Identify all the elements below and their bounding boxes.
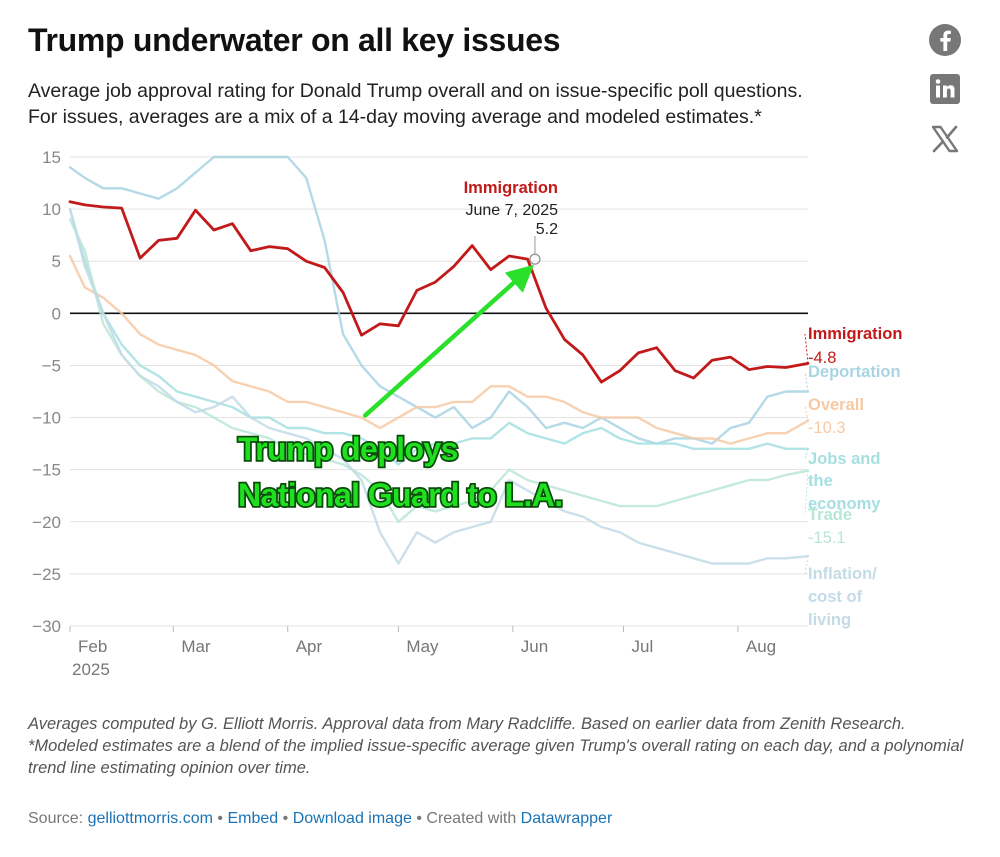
series-line-immigration <box>68 200 810 384</box>
annotation-arrow <box>362 264 534 418</box>
end-value-overall: -10.3 <box>808 419 846 437</box>
x-tick-label: May <box>406 637 439 656</box>
end-label-connector <box>804 470 809 516</box>
source-separator: • <box>416 810 422 827</box>
facebook-share-button[interactable] <box>928 23 962 57</box>
notes-line-1: Averages computed by G. Elliott Morris. … <box>28 715 906 733</box>
notes-line-2: *Modeled estimates are a blend of the im… <box>28 737 964 777</box>
download-image-link[interactable]: Download image <box>292 810 412 827</box>
end-label-connector <box>804 556 809 575</box>
created-with-label: Created with <box>426 810 517 827</box>
end-label-immigration: Immigration <box>808 325 902 343</box>
end-label-connector <box>804 371 809 392</box>
y-tick-label: −5 <box>42 356 61 375</box>
callout-title: Immigration <box>464 179 558 197</box>
x-share-button[interactable] <box>928 122 962 156</box>
end-label-inflation-cost-of-living: cost of <box>808 588 863 606</box>
series-line-jobs-and-the-economy <box>68 207 810 466</box>
embed-link[interactable]: Embed <box>227 810 279 827</box>
end-label-trade: Trade <box>808 506 852 524</box>
source-separator: • <box>282 810 289 827</box>
x-tick-label: Jun <box>521 637 548 656</box>
callout-value: 5.2 <box>536 221 558 238</box>
annotation-text-line-2: National Guard to L.A. <box>238 477 563 513</box>
end-label-overall: Overall <box>808 396 864 414</box>
end-label-jobs-and-the-economy: Jobs and <box>808 450 880 468</box>
y-tick-label: 15 <box>42 148 61 167</box>
datawrapper-link[interactable]: Datawrapper <box>520 810 613 827</box>
end-label-connector <box>804 448 809 460</box>
source-separator: • <box>217 810 224 827</box>
end-value-trade: -15.1 <box>808 529 846 547</box>
chart-title: Trump underwater on all key issues <box>28 22 561 58</box>
end-label-jobs-and-the-economy: the <box>808 472 833 490</box>
subtitle-line-1: Average job approval rating for Donald T… <box>28 80 803 102</box>
end-label-inflation-cost-of-living: living <box>808 611 851 629</box>
x-tick-label: Feb <box>78 637 107 656</box>
x-tick-label: Mar <box>181 637 211 656</box>
source-link[interactable]: gelliottmorris.com <box>87 810 213 827</box>
series-line-deportation <box>68 155 810 445</box>
linkedin-share-button[interactable] <box>928 72 962 106</box>
end-label-connector <box>804 404 809 421</box>
x-tick-label: Apr <box>296 637 323 656</box>
callout-point <box>529 253 541 265</box>
chart-subtitle: Average job approval rating for Donald T… <box>28 78 908 130</box>
line-chart: 15 10 5 0 −5 −10 −15 −20 −25 −30 Feb 2025 Mar Apr May J… <box>32 148 902 679</box>
source-prefix: Source: <box>28 810 88 827</box>
end-label-inflation-cost-of-living: Inflation/ <box>808 565 877 583</box>
y-tick-label: −20 <box>32 513 61 532</box>
y-tick-label: −15 <box>32 461 61 480</box>
annotation-text-line-1: Trump deploys <box>238 431 458 467</box>
x-icon <box>931 125 959 153</box>
series-line-trade <box>68 218 810 523</box>
chart-notes: Averages computed by G. Elliott Morris. … <box>28 713 973 779</box>
source-line: Source: gelliottmorris.com • Embed • Dow… <box>28 810 612 828</box>
y-tick-label: −10 <box>32 409 61 428</box>
y-tick-label: 5 <box>52 252 61 271</box>
x-tick-sublabel: 2025 <box>72 660 110 679</box>
end-label-connector <box>804 333 809 364</box>
callout-date: June 7, 2025 <box>465 202 558 219</box>
series-line-inflation-cost-of-living <box>68 207 810 565</box>
y-tick-label: 10 <box>42 200 61 219</box>
series-line-overall <box>68 254 810 445</box>
y-tick-label: −25 <box>32 565 61 584</box>
end-value-immigration: -4.8 <box>808 349 836 367</box>
y-tick-label: 0 <box>52 304 61 323</box>
x-tick-label: Aug <box>746 637 776 656</box>
end-label-jobs-and-the-economy: economy <box>808 495 881 513</box>
x-tick-label: Jul <box>632 637 654 656</box>
subtitle-line-2: For issues, averages are a mix of a 14-d… <box>28 106 762 128</box>
end-label-deportation: Deportation <box>808 363 901 381</box>
y-tick-label: −30 <box>32 617 61 636</box>
